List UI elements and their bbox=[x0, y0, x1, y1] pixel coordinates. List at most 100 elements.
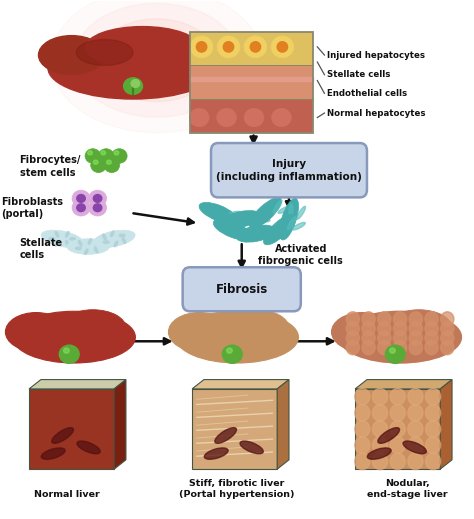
Text: Stiff, fibrotic liver
(Portal hypertension): Stiff, fibrotic liver (Portal hypertensi… bbox=[179, 479, 295, 499]
Ellipse shape bbox=[104, 158, 119, 172]
Ellipse shape bbox=[122, 238, 126, 243]
Circle shape bbox=[426, 437, 441, 454]
Ellipse shape bbox=[77, 441, 100, 454]
Ellipse shape bbox=[78, 240, 82, 246]
Circle shape bbox=[355, 388, 370, 405]
Circle shape bbox=[378, 331, 391, 345]
Ellipse shape bbox=[213, 219, 251, 240]
Ellipse shape bbox=[110, 231, 114, 237]
Ellipse shape bbox=[124, 78, 143, 94]
Ellipse shape bbox=[41, 448, 65, 459]
Ellipse shape bbox=[386, 310, 452, 346]
Ellipse shape bbox=[88, 151, 92, 155]
Ellipse shape bbox=[12, 311, 136, 363]
FancyBboxPatch shape bbox=[190, 32, 313, 65]
Circle shape bbox=[355, 405, 370, 421]
FancyBboxPatch shape bbox=[355, 389, 440, 469]
Circle shape bbox=[408, 405, 423, 421]
Ellipse shape bbox=[222, 211, 262, 228]
Ellipse shape bbox=[77, 195, 85, 202]
Ellipse shape bbox=[244, 108, 264, 127]
Circle shape bbox=[425, 331, 438, 345]
Ellipse shape bbox=[277, 42, 288, 52]
Circle shape bbox=[408, 421, 423, 438]
Circle shape bbox=[390, 437, 405, 454]
Ellipse shape bbox=[72, 199, 90, 216]
Ellipse shape bbox=[240, 441, 263, 454]
Polygon shape bbox=[355, 379, 452, 389]
FancyBboxPatch shape bbox=[192, 389, 277, 469]
Ellipse shape bbox=[52, 428, 73, 443]
Ellipse shape bbox=[86, 26, 199, 68]
Circle shape bbox=[362, 312, 375, 326]
FancyBboxPatch shape bbox=[211, 143, 367, 197]
Circle shape bbox=[346, 321, 359, 336]
Circle shape bbox=[408, 437, 423, 454]
Circle shape bbox=[408, 453, 423, 470]
Ellipse shape bbox=[64, 348, 69, 353]
Circle shape bbox=[393, 340, 407, 355]
Polygon shape bbox=[440, 379, 452, 469]
Circle shape bbox=[390, 453, 405, 470]
Ellipse shape bbox=[244, 229, 255, 239]
Circle shape bbox=[426, 453, 441, 470]
Ellipse shape bbox=[278, 206, 291, 213]
Ellipse shape bbox=[199, 202, 237, 223]
Ellipse shape bbox=[73, 3, 240, 117]
Ellipse shape bbox=[269, 227, 282, 234]
Ellipse shape bbox=[385, 345, 405, 363]
Ellipse shape bbox=[229, 213, 241, 222]
Polygon shape bbox=[29, 379, 126, 389]
Ellipse shape bbox=[65, 231, 69, 237]
Circle shape bbox=[409, 340, 422, 355]
Ellipse shape bbox=[223, 310, 289, 346]
Polygon shape bbox=[192, 379, 289, 389]
Ellipse shape bbox=[111, 149, 127, 163]
Circle shape bbox=[393, 331, 407, 345]
Circle shape bbox=[441, 321, 454, 336]
Ellipse shape bbox=[41, 230, 83, 248]
Text: Activated
fibrogenic cells: Activated fibrogenic cells bbox=[258, 244, 343, 266]
Ellipse shape bbox=[204, 448, 228, 459]
Ellipse shape bbox=[292, 223, 305, 230]
Circle shape bbox=[393, 312, 407, 326]
Ellipse shape bbox=[390, 348, 395, 353]
Circle shape bbox=[441, 312, 454, 326]
Ellipse shape bbox=[223, 42, 234, 52]
Circle shape bbox=[373, 437, 388, 454]
Ellipse shape bbox=[67, 239, 109, 254]
Circle shape bbox=[390, 388, 405, 405]
Circle shape bbox=[378, 312, 391, 326]
Ellipse shape bbox=[70, 238, 75, 240]
Polygon shape bbox=[277, 379, 289, 469]
Text: Stellate
cells: Stellate cells bbox=[19, 238, 63, 261]
Ellipse shape bbox=[222, 345, 242, 363]
Circle shape bbox=[362, 331, 375, 345]
Text: Endothelial cells: Endothelial cells bbox=[327, 89, 407, 98]
Ellipse shape bbox=[114, 151, 119, 155]
FancyBboxPatch shape bbox=[190, 99, 313, 133]
Text: Fibrocytes/
stem cells: Fibrocytes/ stem cells bbox=[19, 155, 81, 177]
Ellipse shape bbox=[215, 428, 237, 443]
Circle shape bbox=[425, 321, 438, 336]
Ellipse shape bbox=[338, 311, 462, 363]
Ellipse shape bbox=[189, 108, 209, 127]
Ellipse shape bbox=[103, 241, 109, 243]
Text: Fibroblasts
(portal): Fibroblasts (portal) bbox=[0, 197, 63, 219]
Ellipse shape bbox=[289, 203, 293, 219]
Circle shape bbox=[408, 388, 423, 405]
Ellipse shape bbox=[168, 312, 230, 351]
Ellipse shape bbox=[297, 206, 306, 219]
Ellipse shape bbox=[84, 249, 88, 254]
Ellipse shape bbox=[93, 230, 135, 248]
Ellipse shape bbox=[48, 37, 218, 99]
Ellipse shape bbox=[75, 247, 81, 250]
Ellipse shape bbox=[93, 204, 102, 212]
Ellipse shape bbox=[114, 241, 118, 247]
Ellipse shape bbox=[102, 234, 106, 240]
Circle shape bbox=[409, 331, 422, 345]
Ellipse shape bbox=[88, 239, 91, 244]
Ellipse shape bbox=[287, 216, 296, 229]
Circle shape bbox=[378, 340, 391, 355]
Text: Stellate cells: Stellate cells bbox=[327, 70, 390, 79]
